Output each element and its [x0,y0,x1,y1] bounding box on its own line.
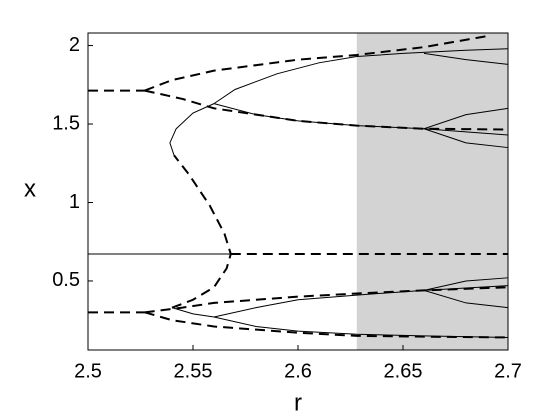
curve [423,289,509,309]
y-tick-label: 0.5 [52,269,80,291]
curve [144,89,509,131]
x-axis-label: r [294,389,302,416]
curve [171,307,215,318]
shaded-region [356,33,508,350]
x-tick-label: 2.7 [494,360,522,382]
curve [213,48,509,105]
curve [423,277,509,291]
x-tick-label: 2.55 [174,360,213,382]
curve [213,103,509,136]
x-tick-label: 2.65 [384,360,423,382]
curve [213,316,509,338]
curve [423,52,509,65]
x-tick-label: 2.5 [74,360,102,382]
curve [169,103,215,156]
curve [423,128,509,149]
y-tick-label: 1 [69,191,80,213]
curve [144,311,509,339]
curve [423,107,509,130]
y-axis-label: x [24,175,36,202]
y-tick-label: 1.5 [52,112,80,134]
curve [171,154,232,309]
y-tick-label: 2 [69,34,80,56]
x-tick-label: 2.6 [284,360,312,382]
curve [213,285,509,318]
